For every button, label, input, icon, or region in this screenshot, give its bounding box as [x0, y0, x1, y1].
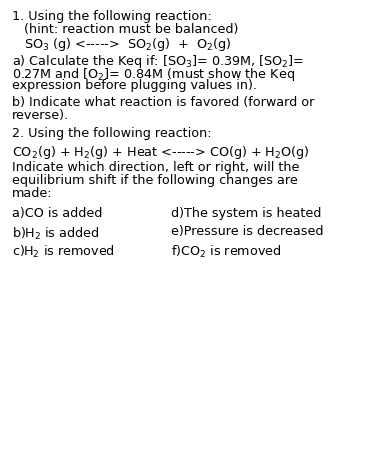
- Text: 1. Using the following reaction:: 1. Using the following reaction:: [12, 10, 211, 23]
- Text: equilibrium shift if the following changes are: equilibrium shift if the following chang…: [12, 174, 297, 187]
- Text: a) Calculate the Keq if: [SO$_3$]= 0.39M, [SO$_2$]=: a) Calculate the Keq if: [SO$_3$]= 0.39M…: [12, 53, 304, 70]
- Text: Indicate which direction, left or right, will the: Indicate which direction, left or right,…: [12, 161, 299, 174]
- Text: made:: made:: [12, 187, 52, 200]
- Text: f)CO$_2$ is removed: f)CO$_2$ is removed: [171, 244, 281, 260]
- Text: b)H$_2$ is added: b)H$_2$ is added: [12, 225, 99, 242]
- Text: d)The system is heated: d)The system is heated: [171, 207, 321, 220]
- Text: c)H$_2$ is removed: c)H$_2$ is removed: [12, 244, 114, 260]
- Text: expression before plugging values in).: expression before plugging values in).: [12, 79, 256, 92]
- Text: CO$_2$(g) + H$_2$(g) + Heat <-----> CO(g) + H$_2$O(g): CO$_2$(g) + H$_2$(g) + Heat <-----> CO(g…: [12, 144, 309, 161]
- Text: SO$_3$ (g) <----->  SO$_2$(g)  +  O$_2$(g): SO$_3$ (g) <-----> SO$_2$(g) + O$_2$(g): [12, 36, 231, 53]
- Text: e)Pressure is decreased: e)Pressure is decreased: [171, 225, 323, 238]
- Text: b) Indicate what reaction is favored (forward or: b) Indicate what reaction is favored (fo…: [12, 96, 314, 109]
- Text: reverse).: reverse).: [12, 109, 69, 122]
- Text: 0.27M and [O$_2$]= 0.84M (must show the Keq: 0.27M and [O$_2$]= 0.84M (must show the …: [12, 66, 294, 83]
- Text: (hint: reaction must be balanced): (hint: reaction must be balanced): [12, 23, 238, 36]
- Text: a)CO is added: a)CO is added: [12, 207, 102, 220]
- Text: 2. Using the following reaction:: 2. Using the following reaction:: [12, 127, 211, 140]
